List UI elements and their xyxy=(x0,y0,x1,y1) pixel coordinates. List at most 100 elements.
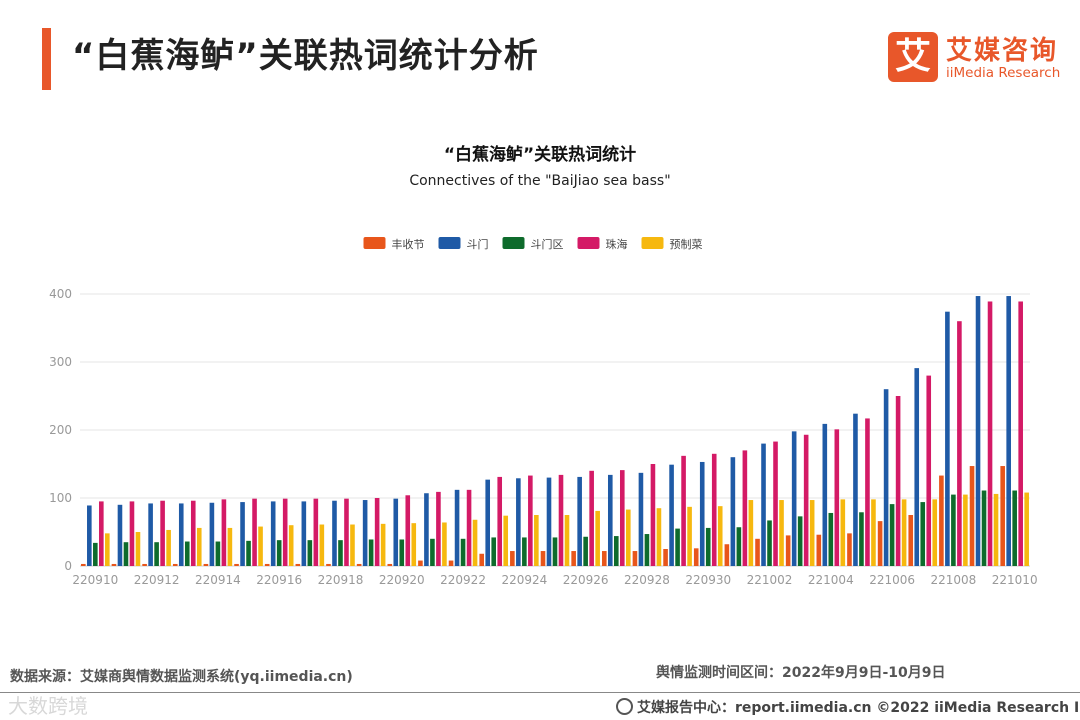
bar-珠海 xyxy=(619,470,625,566)
bar-斗门区 xyxy=(583,536,588,566)
bar-丰收节 xyxy=(908,515,914,566)
bar-丰收节 xyxy=(1000,466,1005,566)
bar-丰收节 xyxy=(877,521,883,566)
bar-斗门 xyxy=(516,478,521,566)
bar-预制菜 xyxy=(901,499,907,566)
bar-丰收节 xyxy=(724,544,730,566)
x-tick-label: 221004 xyxy=(808,573,854,587)
bar-斗门区 xyxy=(644,534,650,566)
bar-预制菜 xyxy=(687,506,692,566)
bar-斗门 xyxy=(240,502,245,566)
bar-丰收节 xyxy=(632,551,638,566)
bar-珠海 xyxy=(558,474,564,566)
bar-斗门 xyxy=(332,500,337,566)
x-tick-label: 220928 xyxy=(624,573,670,587)
x-tick-label: 220922 xyxy=(440,573,486,587)
title-accent-bar xyxy=(42,28,51,90)
bar-斗门 xyxy=(362,500,368,566)
bar-珠海 xyxy=(1018,301,1023,566)
bar-丰收节 xyxy=(203,563,209,566)
bar-预制菜 xyxy=(779,500,784,566)
bar-斗门区 xyxy=(613,536,619,566)
bar-珠海 xyxy=(190,500,196,566)
bar-丰收节 xyxy=(663,549,668,566)
bar-斗门区 xyxy=(889,504,895,566)
x-tick-label: 220920 xyxy=(379,573,425,587)
logo-text-en: iiMedia Research xyxy=(946,65,1061,81)
bar-珠海 xyxy=(466,489,472,566)
legend-label: 丰收节 xyxy=(392,237,425,251)
bar-预制菜 xyxy=(411,523,417,566)
bar-丰收节 xyxy=(387,563,393,566)
bar-斗门 xyxy=(914,368,920,566)
bar-预制菜 xyxy=(748,500,754,566)
bar-斗门区 xyxy=(154,542,159,566)
x-tick-label: 220912 xyxy=(134,573,180,587)
bar-斗门区 xyxy=(552,537,558,566)
bar-斗门区 xyxy=(215,541,221,566)
bar-丰收节 xyxy=(785,535,791,566)
bar-珠海 xyxy=(344,498,349,566)
monitor-range-note: 舆情监测时间区间：2022年9月9日-10月9日 xyxy=(656,665,946,681)
bar-预制菜 xyxy=(625,509,631,566)
bar-斗门 xyxy=(546,477,552,566)
bar-珠海 xyxy=(742,450,748,566)
bar-珠海 xyxy=(436,491,441,566)
bar-斗门区 xyxy=(705,527,711,566)
bar-丰收节 xyxy=(847,533,852,566)
x-tick-label: 221002 xyxy=(747,573,793,587)
iimedia-logo: 艾 艾媒咨询 iiMedia Research xyxy=(888,30,1068,84)
bar-斗门区 xyxy=(460,538,466,566)
bar-斗门 xyxy=(270,501,276,566)
bar-珠海 xyxy=(129,501,135,566)
bar-珠海 xyxy=(405,495,411,566)
bar-珠海 xyxy=(160,500,165,566)
bar-斗门 xyxy=(699,461,705,566)
bar-斗门区 xyxy=(981,490,987,566)
x-tick-label: 220918 xyxy=(318,573,364,587)
bar-预制菜 xyxy=(350,524,355,566)
x-tick-label: 220916 xyxy=(256,573,302,587)
bar-珠海 xyxy=(221,499,227,566)
bar-丰收节 xyxy=(939,475,944,566)
watermark-text: 大数跨境 xyxy=(8,694,88,718)
x-tick-label: 220910 xyxy=(72,573,118,587)
bar-珠海 xyxy=(926,375,932,566)
bar-珠海 xyxy=(957,321,962,566)
bar-斗门区 xyxy=(246,540,251,566)
bar-预制菜 xyxy=(871,499,876,566)
bar-斗门区 xyxy=(338,540,343,566)
bar-预制菜 xyxy=(656,508,662,566)
bar-预制菜 xyxy=(380,523,386,566)
bar-珠海 xyxy=(99,501,104,566)
bar-斗门区 xyxy=(123,542,129,566)
bar-斗门 xyxy=(822,423,828,566)
bar-丰收节 xyxy=(755,538,760,566)
bar-丰收节 xyxy=(172,563,178,566)
bar-斗门 xyxy=(975,296,981,566)
globe-icon xyxy=(616,698,633,715)
bar-珠海 xyxy=(282,498,288,566)
bar-预制菜 xyxy=(840,499,846,566)
bar-斗门 xyxy=(945,311,950,566)
bar-丰收节 xyxy=(111,563,117,566)
bar-珠海 xyxy=(987,301,993,566)
bar-预制菜 xyxy=(932,499,938,566)
bar-预制菜 xyxy=(258,526,263,566)
bar-丰收节 xyxy=(264,563,270,566)
bar-丰收节 xyxy=(142,563,147,566)
bar-斗门区 xyxy=(276,540,282,566)
bar-丰收节 xyxy=(326,563,331,566)
bar-斗门区 xyxy=(368,539,374,566)
bar-斗门 xyxy=(454,489,460,566)
bar-预制菜 xyxy=(503,515,509,566)
bar-丰收节 xyxy=(81,563,86,566)
bar-预制菜 xyxy=(288,525,294,566)
bar-丰收节 xyxy=(510,551,515,566)
bar-斗门 xyxy=(148,503,153,566)
bar-丰收节 xyxy=(540,551,546,566)
bar-预制菜 xyxy=(717,506,723,566)
bar-预制菜 xyxy=(319,524,325,566)
report-center-text: 艾媒报告中心：report.iimedia.cn ©2022 iiMedia R… xyxy=(637,700,1080,716)
bar-珠海 xyxy=(865,418,870,566)
